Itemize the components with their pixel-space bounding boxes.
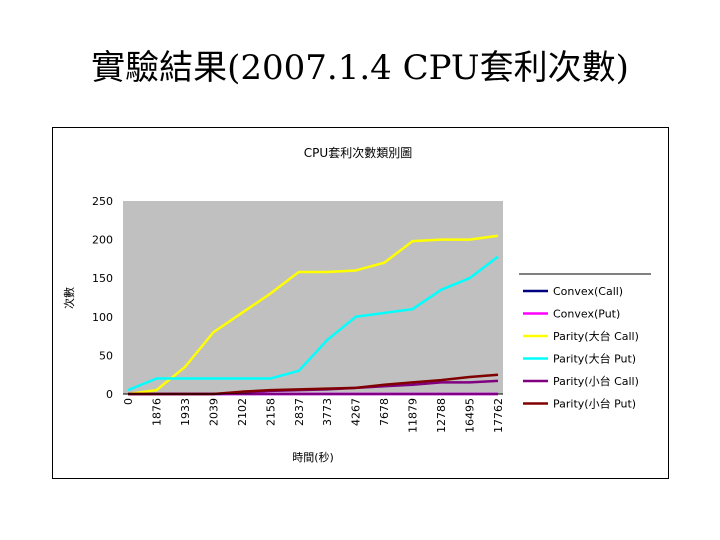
legend-item: Convex(Call) [523,285,623,298]
legend-item: Parity(大台 Call) [523,329,639,343]
legend-label: Parity(小台 Put) [553,397,636,411]
legend-label: Parity(小台 Call) [553,374,639,388]
series-line-2 [127,234,499,396]
x-tick-label: 1876 [150,398,163,426]
chart-container: CPU套利次數類別圖 0 50 100 150 200 250 0 1876 1933 2039… [52,127,669,479]
x-tick-label: 12788 [435,398,448,433]
y-axis-label: 次數 [62,287,76,309]
y-tick-label: 250 [92,195,113,208]
x-tick-label: 0 [122,398,135,405]
y-tick-label: 0 [106,388,113,401]
legend-label: Convex(Call) [553,285,623,298]
legend-item: Parity(小台 Put) [523,397,636,411]
x-tick-label: 2158 [264,398,277,426]
legend: Convex(Call) Convex(Put) Parity(大台 Call) Pa… [523,285,639,411]
y-tick-label: 100 [92,311,113,324]
legend-label: Parity(大台 Call) [553,329,639,343]
x-tick-label: 2837 [293,398,306,426]
x-tick-label: 16495 [464,398,477,433]
x-axis-ticks: 0 1876 1933 2039 2102 2158 2837 3773 4267 7678 118… [122,398,505,433]
slide-title: 實驗結果(2007.1.4 CPU套利次數) [91,48,629,88]
plot-area [123,201,503,394]
legend-label: Convex(Put) [553,308,620,321]
x-axis-label: 時間(秒) [292,450,334,464]
x-tick-label: 7678 [378,398,391,426]
x-tick-label: 4267 [350,398,363,426]
legend-item: Parity(大台 Put) [523,352,636,366]
x-tick-label: 17762 [492,398,505,433]
legend-item: Parity(小台 Call) [523,374,639,388]
x-tick-label: 3773 [321,398,334,426]
y-tick-label: 200 [92,234,113,247]
legend-label: Parity(大台 Put) [553,352,636,366]
x-tick-label: 2102 [236,398,249,426]
y-tick-label: 50 [99,349,113,362]
line-chart: CPU套利次數類別圖 0 50 100 150 200 250 0 1876 1933 2039… [62,146,651,464]
x-tick-label: 11879 [407,398,420,433]
x-tick-label: 2039 [207,398,220,426]
y-axis-ticks: 0 50 100 150 200 250 [92,195,113,401]
legend-item: Convex(Put) [523,308,620,321]
series-line-3 [127,255,499,392]
y-tick-label: 150 [92,272,113,285]
chart-title: CPU套利次數類別圖 [304,146,412,160]
x-tick-label: 1933 [179,398,192,426]
